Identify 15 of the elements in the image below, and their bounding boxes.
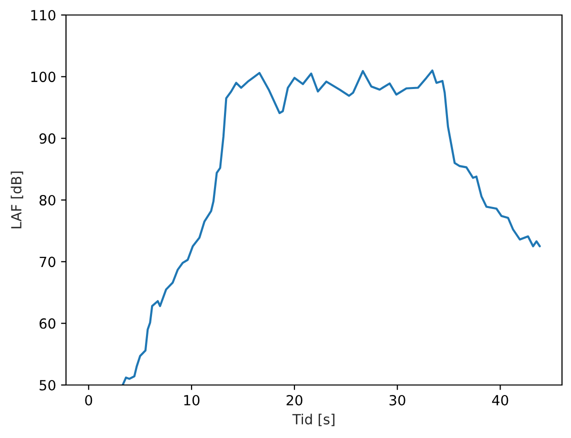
y-tick-label: 90	[39, 133, 56, 144]
x-tick-label: 10	[184, 394, 200, 406]
y-tick-label: 70	[40, 256, 56, 268]
x-axis-title: Tid [s]	[292, 414, 334, 426]
x-tick-label: 30	[390, 394, 406, 406]
y-tick-label: 60	[40, 318, 56, 329]
y-tick-label: 80	[40, 194, 56, 206]
y-tick-label: 100	[31, 72, 56, 82]
y-axis-title: LAF [dB]	[10, 172, 24, 228]
x-tick-label: 0	[85, 394, 92, 406]
line-series	[122, 69, 541, 385]
y-tick-label: 50	[40, 380, 56, 390]
x-tick-label: 20	[286, 394, 302, 406]
x-tick-label: 40	[492, 394, 508, 406]
y-tick-label: 110	[31, 10, 56, 20]
